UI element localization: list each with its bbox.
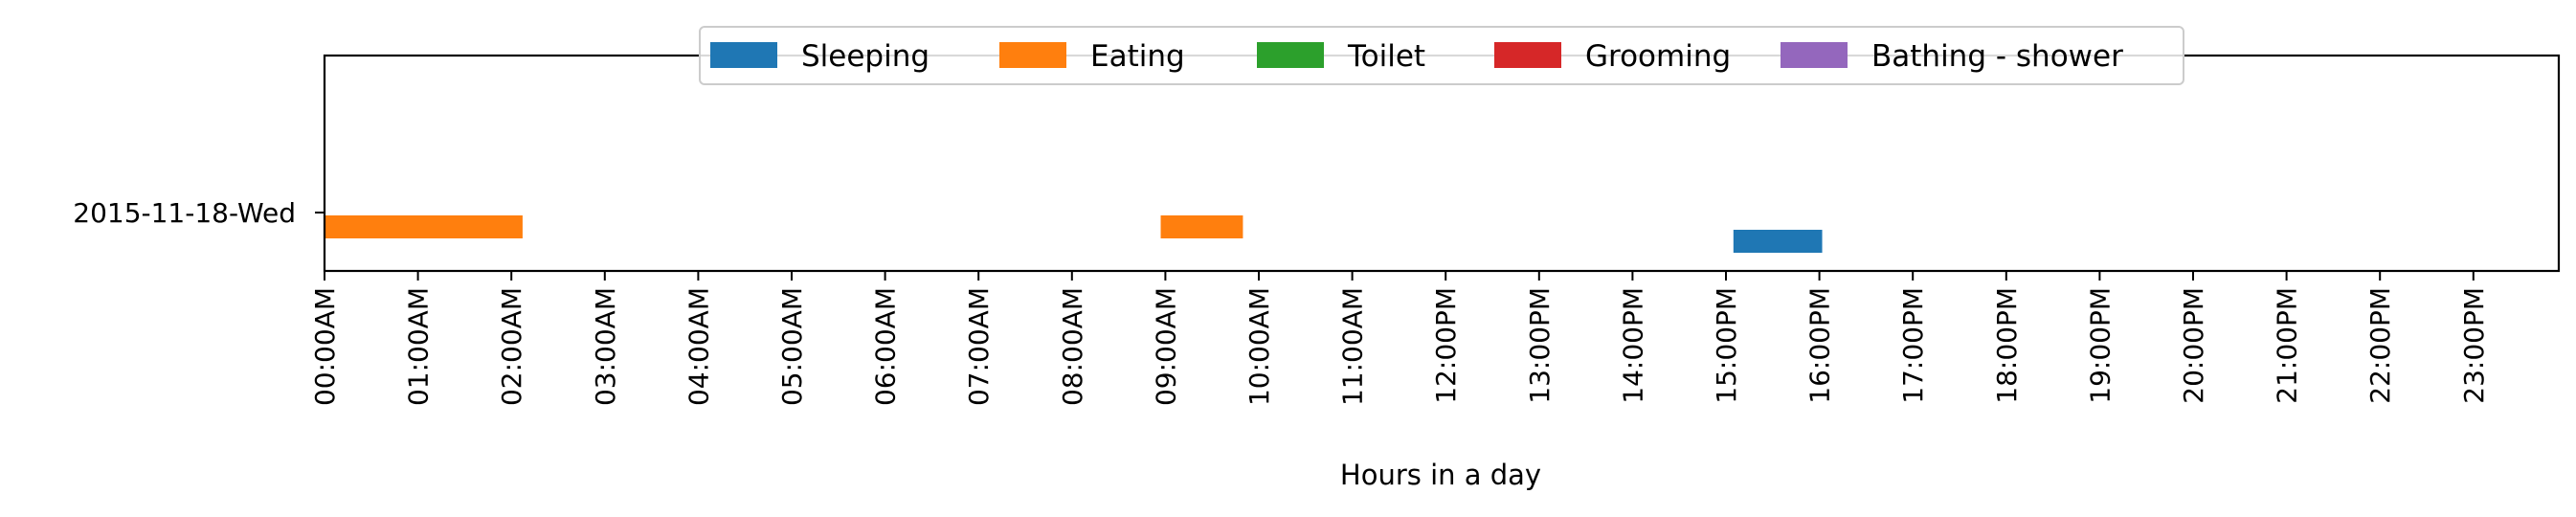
- x-tick-label: 19:00PM: [2084, 287, 2116, 404]
- x-tick-label: 21:00PM: [2272, 287, 2303, 404]
- x-tick-label: 00:00AM: [309, 287, 341, 406]
- x-tick-label: 02:00AM: [496, 287, 527, 406]
- x-tick-label: 14:00PM: [1617, 287, 1648, 404]
- x-tick-label: 20:00PM: [2178, 287, 2209, 404]
- bar-eating-1: [325, 215, 523, 238]
- legend-swatch-toilet: [1257, 42, 1324, 68]
- x-tick-label: 15:00PM: [1711, 287, 1742, 404]
- x-tick-label: 13:00PM: [1524, 287, 1556, 404]
- x-tick-label: 09:00AM: [1150, 287, 1181, 406]
- legend-label-grooming: Grooming: [1585, 39, 1731, 74]
- x-tick-label: 16:00PM: [1804, 287, 1836, 404]
- x-tick-label: 23:00PM: [2458, 287, 2490, 404]
- y-tick-label: 2015-11-18-Wed: [73, 197, 296, 229]
- legend-label-eating: Eating: [1090, 39, 1185, 74]
- x-axis: 00:00AM 01:00AM 02:00AM 03:00AM 04:00AM 05:00…: [309, 271, 2490, 406]
- x-tick-label: 11:00AM: [1337, 287, 1369, 406]
- x-tick-label: 03:00AM: [590, 287, 621, 406]
- legend-swatch-sleeping: [710, 42, 777, 68]
- x-tick-label: 06:00AM: [870, 287, 902, 406]
- legend: Sleeping Eating Toilet Grooming Bathing - sh…: [699, 26, 2184, 85]
- x-tick-label: 17:00PM: [1897, 287, 1929, 404]
- y-axis: 2015-11-18-Wed: [73, 197, 325, 229]
- x-tick-label: 04:00AM: [683, 287, 714, 406]
- plot-frame: [323, 54, 2561, 273]
- bars-layer: [325, 215, 1823, 253]
- x-tick-label: 05:00AM: [776, 287, 808, 406]
- x-axis-title: Hours in a day: [1340, 459, 1541, 491]
- legend-swatch-grooming: [1494, 42, 1561, 68]
- x-tick-label: 10:00AM: [1243, 287, 1275, 406]
- bar-sleeping-1: [1733, 230, 1823, 253]
- legend-label-bathing-shower: Bathing - shower: [1871, 39, 2123, 74]
- legend-box: [699, 26, 2184, 85]
- x-tick-label: 08:00AM: [1057, 287, 1088, 406]
- legend-swatch-eating: [999, 42, 1066, 68]
- x-tick-label: 18:00PM: [1991, 287, 2023, 404]
- x-tick-label: 22:00PM: [2364, 287, 2396, 404]
- x-tick-label: 07:00AM: [963, 287, 995, 406]
- legend-label-toilet: Toilet: [1347, 39, 1425, 74]
- bar-eating-2: [1160, 215, 1243, 238]
- x-tick-label: 01:00AM: [403, 287, 435, 406]
- legend-swatch-bathing-shower: [1781, 42, 1848, 68]
- legend-label-sleeping: Sleeping: [801, 39, 930, 74]
- x-tick-label: 12:00PM: [1430, 287, 1462, 404]
